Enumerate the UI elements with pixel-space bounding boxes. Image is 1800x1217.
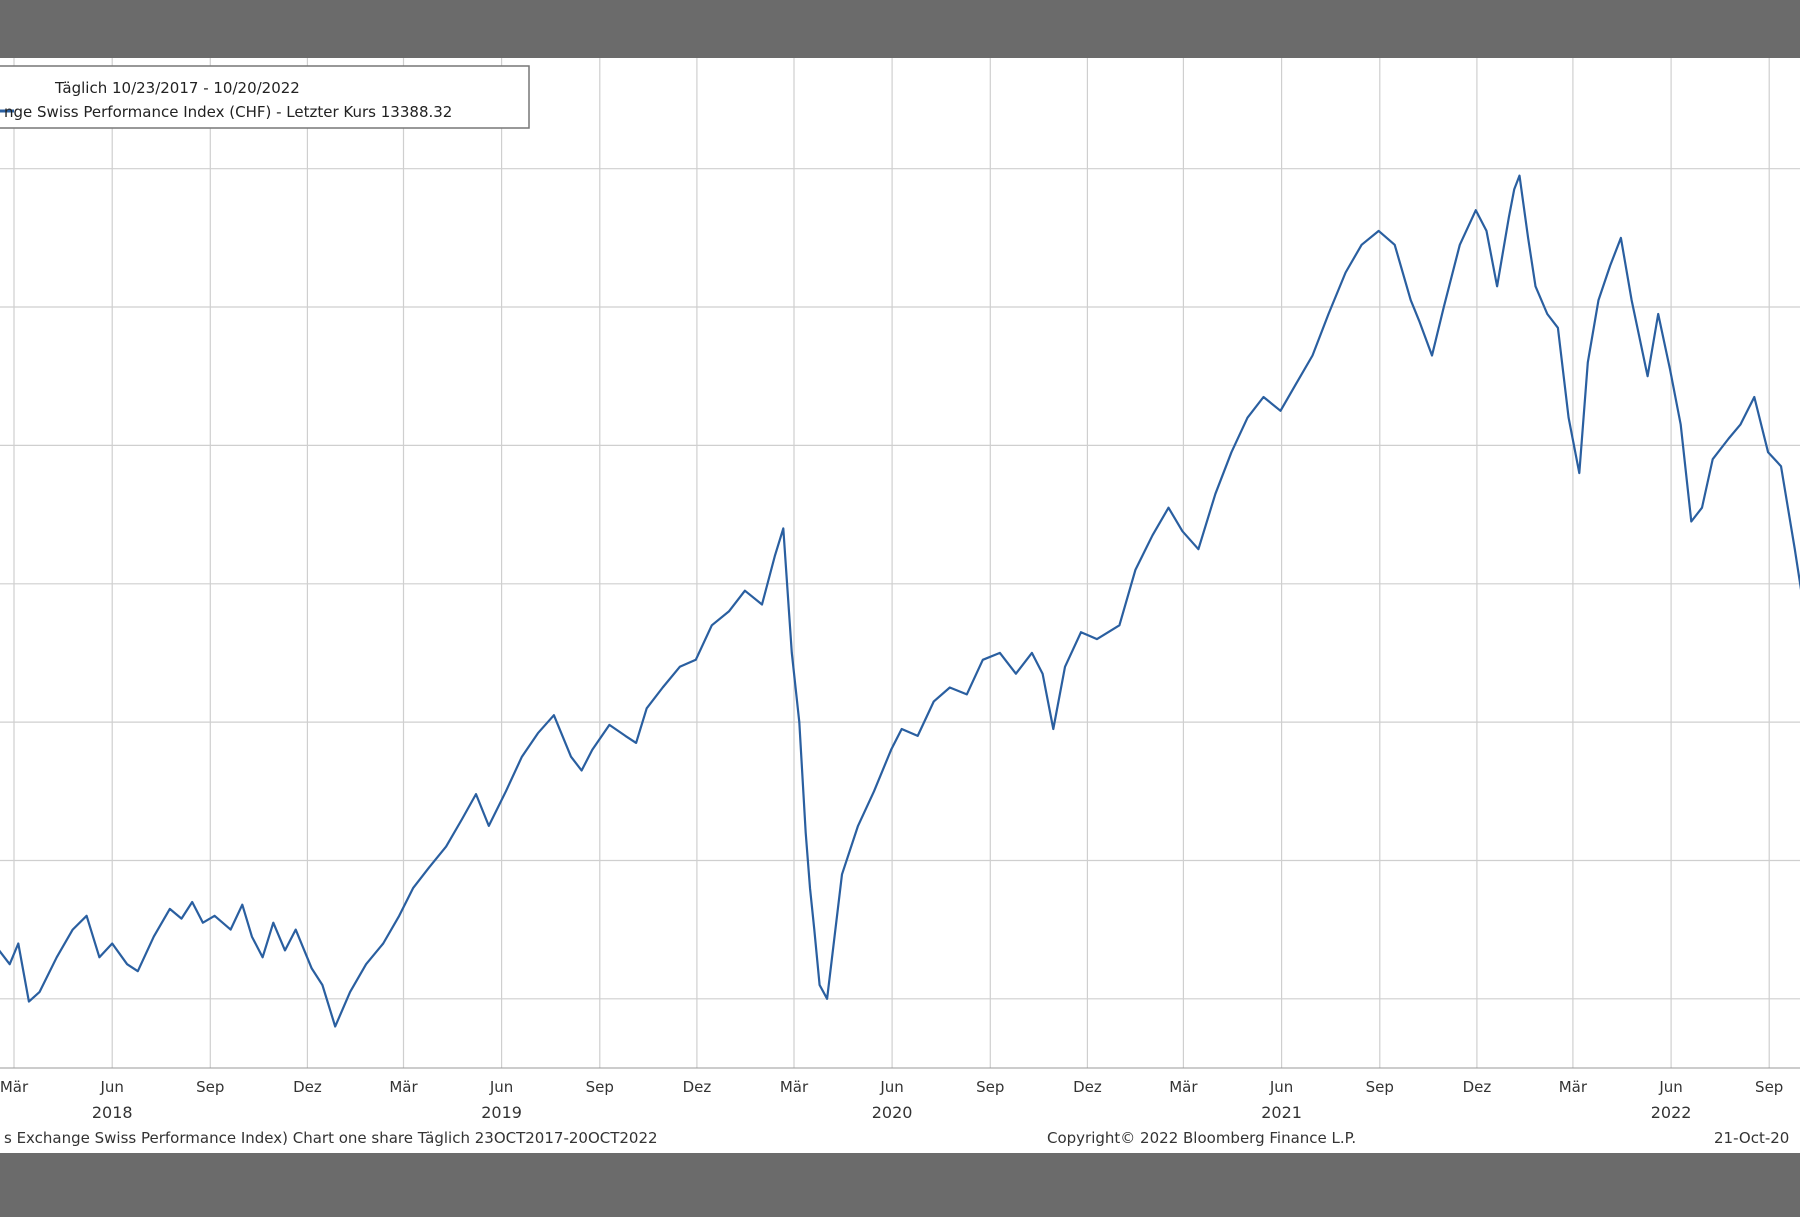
x-tick-label-15: Dez <box>1463 1078 1492 1096</box>
series-group <box>0 174 1800 1028</box>
x-tick-label-11: Dez <box>1073 1078 1102 1096</box>
x-tick-label-4: Mär <box>389 1078 418 1096</box>
year-label-3: 2021 <box>1261 1103 1302 1122</box>
year-label-2: 2020 <box>872 1103 913 1122</box>
x-tick-label-5: Jun <box>489 1078 513 1096</box>
x-tick-label-2: Sep <box>196 1078 224 1096</box>
x-tick-label-13: Jun <box>1269 1078 1293 1096</box>
footer-date: 21-Oct-20 <box>1714 1129 1789 1147</box>
x-tick-labels: Mär Jun Sep Dez Mär Jun Sep Dez Mär Jun Sep Dez Mär J… <box>0 1078 1783 1096</box>
x-tick-label-14: Sep <box>1366 1078 1394 1096</box>
footer-left: s Exchange Swiss Performance Index) Char… <box>4 1129 658 1147</box>
legend-frame <box>0 65 530 129</box>
x-tick-label-1: Jun <box>99 1078 123 1096</box>
series-line-0 <box>0 174 1800 1028</box>
x-tick-label-8: Mär <box>780 1078 809 1096</box>
footer-copyright: Copyright© 2022 Bloomberg Finance L.P. <box>1047 1129 1356 1147</box>
x-tick-label-16: Mär <box>1559 1078 1588 1096</box>
x-tick-label-10: Sep <box>976 1078 1004 1096</box>
vertical-gridlines <box>13 58 1770 1068</box>
year-labels: 2018 2019 2020 2021 2022 <box>92 1103 1692 1122</box>
year-label-1: 2019 <box>481 1103 522 1122</box>
year-label-0: 2018 <box>92 1103 133 1122</box>
horizontal-gridlines <box>0 168 1800 1000</box>
x-tick-label-9: Jun <box>879 1078 903 1096</box>
chart-panel <box>0 58 1800 1153</box>
legend-series-label: nge Swiss Performance Index (CHF) - Letz… <box>4 103 452 121</box>
x-tick-label-0: Mär <box>0 1078 29 1096</box>
x-tick-label-17: Jun <box>1658 1078 1682 1096</box>
x-tick-label-18: Sep <box>1755 1078 1783 1096</box>
x-tick-label-7: Dez <box>683 1078 712 1096</box>
legend-box: Täglich 10/23/2017 - 10/20/2022 nge Swis… <box>0 65 530 129</box>
x-tick-label-3: Dez <box>293 1078 322 1096</box>
x-tick-label-6: Sep <box>586 1078 614 1096</box>
x-tick-label-12: Mär <box>1169 1078 1198 1096</box>
year-label-4: 2022 <box>1651 1103 1692 1122</box>
legend-period: Täglich 10/23/2017 - 10/20/2022 <box>54 79 300 97</box>
